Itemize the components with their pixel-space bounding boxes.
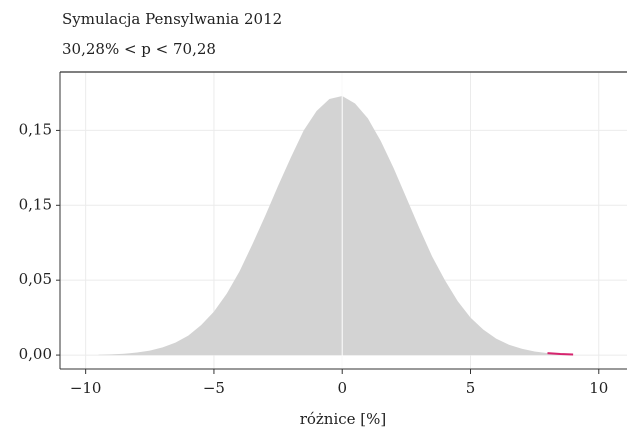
x-tick-label: 5 bbox=[466, 379, 476, 397]
y-tick-label: 0,15 bbox=[19, 120, 52, 138]
y-tick-label: 0,00 bbox=[19, 345, 52, 363]
highlight-line bbox=[547, 352, 574, 356]
y-tick-label: 0,15 bbox=[19, 195, 52, 213]
y-tick-label: 0,05 bbox=[19, 270, 52, 288]
x-tick-label: −5 bbox=[203, 379, 225, 397]
x-tick-label: 0 bbox=[337, 379, 347, 397]
x-tick-label: 10 bbox=[589, 379, 608, 397]
density-area bbox=[98, 95, 574, 356]
x-tick-label: −10 bbox=[70, 379, 102, 397]
x-axis-label: różnice [%] bbox=[300, 410, 387, 428]
chart-title: Symulacja Pensylwania 2012 bbox=[62, 10, 282, 28]
chart-subtitle: 30,28% < p < 70,28 bbox=[62, 40, 216, 58]
